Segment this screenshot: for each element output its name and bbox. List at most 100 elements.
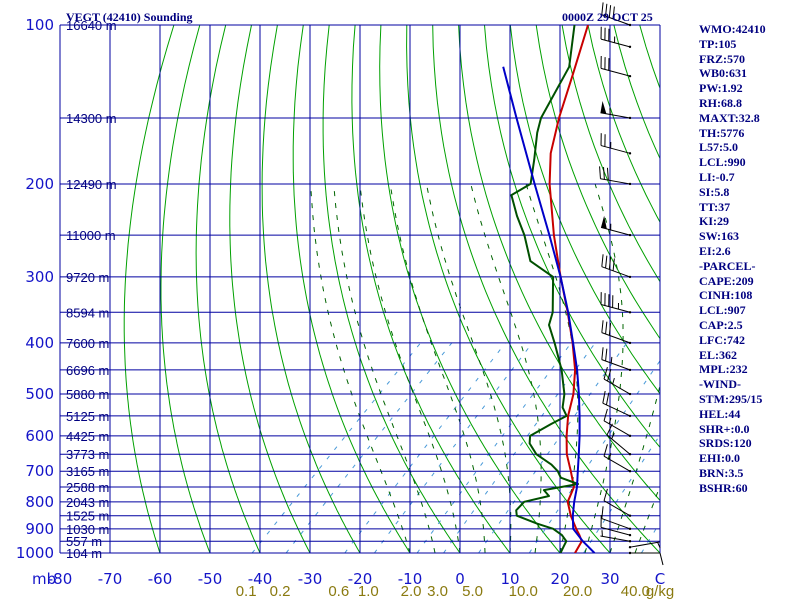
- moist-adiabat-line: [470, 183, 542, 553]
- index-item: MPL:232: [699, 362, 748, 377]
- index-item: FRZ:570: [699, 51, 745, 66]
- height-tick-label: 12490 m: [66, 177, 117, 192]
- wind-barb-flag: [605, 3, 608, 17]
- wind-barb-staff: [603, 500, 631, 517]
- height-tick-label: 8594 m: [66, 305, 109, 320]
- height-tick-label: 1030 m: [66, 522, 109, 537]
- wind-barb-flag: [603, 444, 608, 457]
- mixing-ratio-label: 20.0: [563, 583, 592, 600]
- wind-barb-station: [628, 116, 632, 120]
- wind-barb-flag: [608, 323, 612, 336]
- mixing-ratio-line: [251, 342, 421, 553]
- wind-barb-staff: [600, 112, 631, 119]
- index-item: HEL:44: [699, 406, 741, 421]
- wind-barb-flag: [612, 258, 615, 271]
- wind-barb: [601, 254, 632, 279]
- dry-adiabat-line: [406, 25, 611, 553]
- mixing-ratio-label: 2.0: [401, 583, 422, 600]
- mixing-ratio-label: 0.1: [236, 583, 257, 600]
- index-item: LCL:907: [699, 303, 746, 318]
- wind-barb-flag: [605, 321, 608, 335]
- index-item: EL:362: [699, 347, 738, 362]
- wind-barb: [600, 56, 632, 78]
- mixing-ratio-line: [416, 342, 572, 553]
- pressure-tick-label: 800: [25, 493, 54, 511]
- index-item: LFC:742: [699, 332, 745, 347]
- height-tick-label: 16640 m: [66, 18, 117, 33]
- dry-adiabat-line: [458, 25, 660, 502]
- wind-barb-flag: [603, 167, 605, 180]
- wind-barb-station: [628, 453, 632, 456]
- wind-barb: [628, 551, 664, 566]
- index-item: TH:5776: [699, 125, 745, 140]
- moist-adiabats: [310, 183, 660, 553]
- moist-adiabat-line: [609, 383, 660, 553]
- height-tick-label: 9720 m: [66, 270, 109, 285]
- wind-barb: [600, 514, 632, 537]
- wind-barb-staff: [602, 402, 631, 417]
- wind-barb-flag: [607, 369, 612, 382]
- wind-barb: [601, 2, 632, 27]
- wind-barb-station: [628, 368, 632, 372]
- stability-indices-panel: WMO:42410 TP:105 FRZ:570 WB0:631 PW:1.92 RH:6…: [699, 22, 799, 496]
- wind-barb-station: [628, 45, 632, 49]
- wind-barb-station: [628, 470, 632, 473]
- wind-barb: [602, 390, 632, 418]
- temperature-tick-label: -40: [248, 570, 273, 588]
- index-item: WB0:631: [699, 66, 747, 81]
- wind-barb-half-flag: [611, 433, 615, 440]
- wind-barb-flag: [606, 167, 609, 181]
- wind-barb-station: [628, 311, 632, 314]
- mixing-ratio-label: 1.0: [358, 583, 379, 600]
- moist-adiabat-line: [333, 183, 436, 553]
- height-tick-label: 5125 m: [66, 409, 109, 424]
- wind-barb-flag: [601, 506, 604, 519]
- wind-barb-flag: [608, 257, 612, 270]
- height-tick-label: 2588 m: [66, 480, 109, 495]
- dry-adiabat-line: [160, 25, 211, 553]
- chart-title: VEGT (42410) Sounding: [66, 10, 193, 24]
- pressure-tick-label: 300: [25, 268, 54, 286]
- mixing-ratio-label: 10.0: [509, 583, 538, 600]
- wind-barb-staff: [603, 378, 631, 395]
- wind-barb-half-flag: [608, 417, 612, 425]
- wind-barb-station: [628, 275, 632, 279]
- index-item: KI:29: [699, 214, 729, 229]
- wind-barb-staff: [600, 38, 631, 48]
- wind-barb-pennant: [601, 215, 607, 229]
- wind-barb-staff: [603, 420, 631, 437]
- mixing-ratio-label: 5.0: [462, 583, 483, 600]
- wind-barb-pennant: [600, 100, 607, 114]
- temperature-tick-label: 0: [455, 570, 465, 588]
- mixing-ratio-label: 0.2: [270, 583, 291, 600]
- wind-barb-station: [628, 551, 632, 555]
- height-tick-label: 14300 m: [66, 111, 117, 126]
- mixing-ratio-label: 0.6: [328, 583, 349, 600]
- index-item: MAXT:32.8: [699, 110, 760, 125]
- wind-barb-staff: [601, 266, 631, 278]
- index-item: L57:5.0: [699, 140, 738, 155]
- wind-barb-staff: [600, 304, 631, 313]
- pressure-tick-label: 200: [25, 175, 54, 193]
- pressure-tick-label: 100: [25, 16, 54, 34]
- pressure-tick-label: 1000: [16, 544, 54, 562]
- moist-adiabat-line: [584, 183, 624, 553]
- wind-barb-station: [628, 514, 632, 517]
- dry-adiabat-line: [261, 25, 361, 553]
- mixing-ratio-line: [373, 342, 533, 553]
- index-item: SRDS:120: [699, 436, 752, 451]
- pressure-tick-label: 900: [25, 520, 54, 538]
- index-item: SW:163: [699, 229, 740, 244]
- parcel-profile-line: [502, 66, 596, 553]
- moist-adiabat-line: [525, 183, 579, 553]
- temperature-tick-label: 20: [550, 570, 569, 588]
- height-tick-label: 557 m: [66, 534, 102, 549]
- index-item: -WIND-: [699, 377, 741, 392]
- mixing-ratio-label: 40.0: [621, 583, 650, 600]
- mixing-ratio-line: [478, 342, 628, 553]
- wind-barb-staff: [600, 535, 631, 542]
- chart-time: 0000Z 29 OCT 25: [562, 10, 653, 24]
- index-item: RH:68.8: [699, 95, 742, 110]
- wind-barb-flag: [601, 254, 604, 267]
- pressure-tick-label: 700: [25, 462, 54, 480]
